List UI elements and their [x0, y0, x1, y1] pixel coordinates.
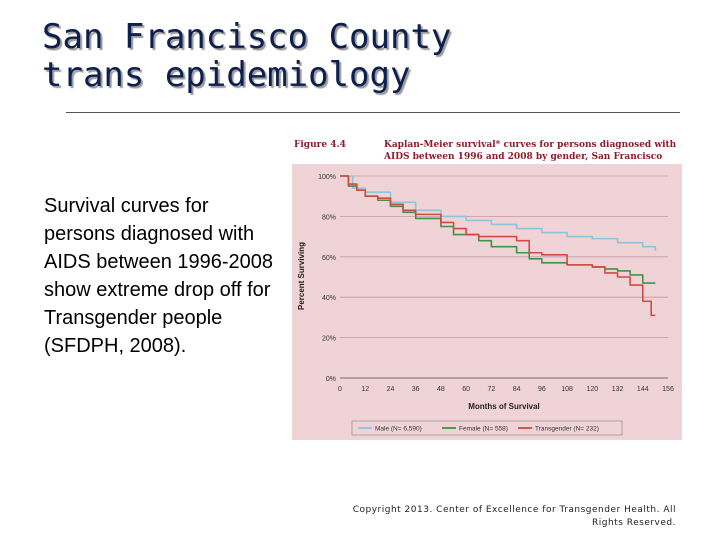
legend-box: [351, 420, 623, 436]
title-line-2: trans epidemiology: [42, 55, 411, 95]
y-tick-label: 80%: [322, 214, 336, 221]
figure-label: Figure 4.4: [294, 140, 346, 150]
series-lines: [340, 175, 657, 317]
figure-caption-text: Kaplan-Meier survival* curves for person…: [384, 140, 677, 162]
y-axis-label: Percent Surviving: [297, 242, 306, 310]
x-tick-label: 60: [462, 386, 470, 393]
x-tick-label: 48: [437, 386, 445, 393]
body-text: Survival curves for persons diagnosed wi…: [44, 195, 274, 357]
chart-background: [292, 164, 682, 440]
copyright-notice: Copyright 2013. Center of Excellence for…: [352, 505, 676, 528]
x-tick-label: 36: [412, 386, 420, 393]
title-line-1: San Francisco County: [42, 17, 452, 57]
y-tick-label: 100%: [318, 174, 336, 181]
y-tick-label: 0%: [326, 376, 336, 383]
x-tick-label: 72: [487, 386, 495, 393]
legend-label-3: Transgender (N= 232): [535, 426, 599, 433]
x-tick-label: 120: [586, 386, 598, 393]
y-tick-label: 60%: [322, 255, 336, 262]
y-tick-label: 20%: [322, 336, 336, 343]
grid-lines: [340, 175, 668, 379]
slide-title: San Francisco County trans epidemiology: [42, 18, 451, 94]
x-tick-label: 12: [361, 386, 369, 393]
series-line-1: [340, 175, 657, 251]
x-tick-label: 84: [513, 386, 521, 393]
x-tick-label: 108: [561, 386, 573, 393]
x-tick-label: 24: [387, 386, 395, 393]
x-tick-label: 156: [662, 386, 674, 393]
x-tick-label: 132: [612, 386, 624, 393]
x-axis-label: Months of Survival: [468, 402, 540, 411]
legend: Male (N= 6,590) Female (N= 558) Transgende…: [351, 420, 623, 436]
tick-labels: 0% 20% 40% 60% 80% 100% 0 12 24 36 48 60 72 84 96 108 12…: [318, 174, 674, 393]
x-tick-label: 0: [338, 386, 342, 393]
series-line-3: [340, 175, 656, 317]
y-tick-label: 40%: [322, 295, 336, 302]
figure: Figure 4.4 Kaplan-Meier survival* curves…: [292, 136, 682, 440]
title-divider: [66, 112, 680, 113]
legend-label-2: Female (N= 558): [459, 426, 508, 433]
x-tick-label: 96: [538, 386, 546, 393]
survival-chart: 0% 20% 40% 60% 80% 100% 0 12 24 36 48 60 72 84 96 108 12…: [292, 164, 682, 440]
legend-label-1: Male (N= 6,590): [375, 426, 422, 433]
x-tick-label: 144: [637, 386, 649, 393]
